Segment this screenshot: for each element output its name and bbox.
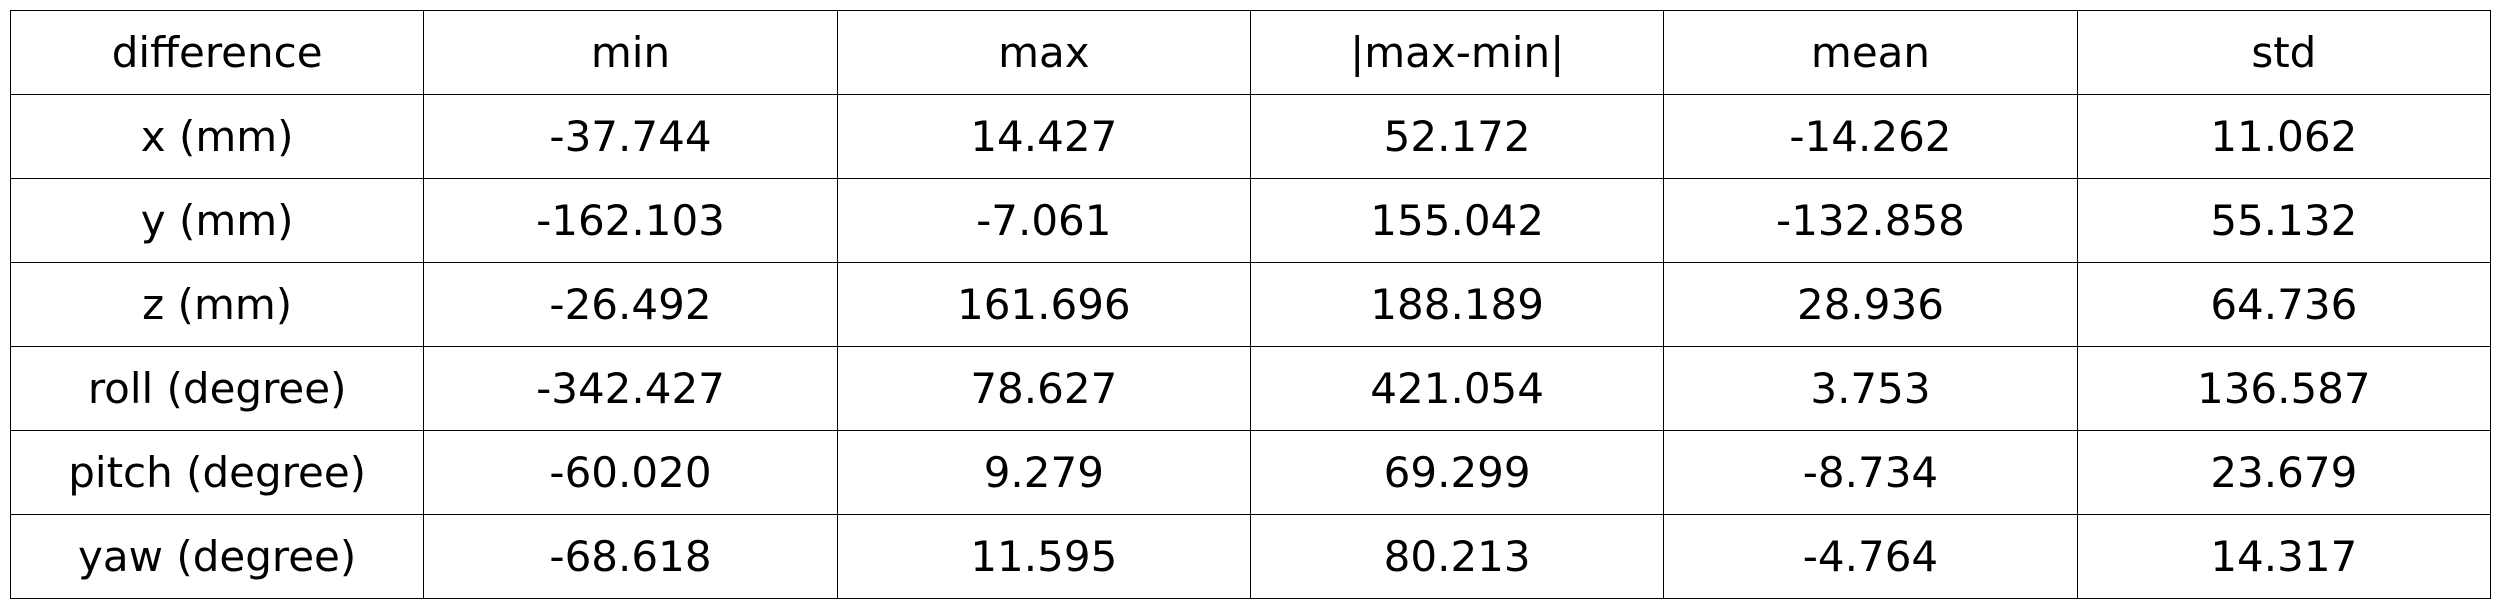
cell-max: 9.279 (836, 430, 1251, 515)
header-cell-min: min (423, 10, 838, 95)
cell-range: 188.189 (1249, 262, 1665, 347)
cell-min: -162.103 (423, 178, 838, 263)
header-row: difference min max |max-min| mean std (9, 10, 2492, 95)
cell-max: 161.696 (836, 262, 1251, 347)
cell-min: -60.020 (423, 430, 838, 515)
cell-range: 421.054 (1249, 346, 1665, 431)
cell-difference: roll (degree) (9, 346, 425, 431)
cell-range: 80.213 (1249, 514, 1665, 599)
table-header: difference min max |max-min| mean std (9, 10, 2492, 95)
table-row: yaw (degree) -68.618 11.595 80.213 -4.764 14.… (9, 514, 2492, 599)
cell-difference: yaw (degree) (9, 514, 425, 599)
cell-difference: x (mm) (9, 94, 425, 179)
cell-mean: -14.262 (1663, 94, 2078, 179)
cell-mean: 28.936 (1663, 262, 2078, 347)
cell-range: 69.299 (1249, 430, 1665, 515)
header-cell-std: std (2076, 10, 2492, 95)
table-row: x (mm) -37.744 14.427 52.172 -14.262 11.062 (9, 94, 2492, 179)
cell-std: 23.679 (2076, 430, 2492, 515)
header-cell-mean: mean (1663, 10, 2078, 95)
cell-range: 155.042 (1249, 178, 1665, 263)
table-row: roll (degree) -342.427 78.627 421.054 3.753 1… (9, 346, 2492, 431)
table-row: pitch (degree) -60.020 9.279 69.299 -8.734 23… (9, 430, 2492, 515)
cell-std: 11.062 (2076, 94, 2492, 179)
table-row: z (mm) -26.492 161.696 188.189 28.936 64.736 (9, 262, 2492, 347)
cell-min: -26.492 (423, 262, 838, 347)
header-cell-max: max (836, 10, 1251, 95)
cell-min: -342.427 (423, 346, 838, 431)
header-cell-range: |max-min| (1249, 10, 1665, 95)
cell-mean: -132.858 (1663, 178, 2078, 263)
cell-min: -68.618 (423, 514, 838, 599)
cell-mean: 3.753 (1663, 346, 2078, 431)
cell-mean: -8.734 (1663, 430, 2078, 515)
table-row: y (mm) -162.103 -7.061 155.042 -132.858 55.13… (9, 178, 2492, 263)
statistics-table: difference min max |max-min| mean std x … (9, 10, 2492, 599)
header-cell-difference: difference (9, 10, 425, 95)
cell-max: 78.627 (836, 346, 1251, 431)
cell-mean: -4.764 (1663, 514, 2078, 599)
cell-min: -37.744 (423, 94, 838, 179)
cell-range: 52.172 (1249, 94, 1665, 179)
cell-difference: z (mm) (9, 262, 425, 347)
cell-std: 136.587 (2076, 346, 2492, 431)
cell-std: 55.132 (2076, 178, 2492, 263)
cell-difference: pitch (degree) (9, 430, 425, 515)
cell-max: -7.061 (836, 178, 1251, 263)
table-body: x (mm) -37.744 14.427 52.172 -14.262 11.062 y … (9, 94, 2492, 599)
cell-std: 64.736 (2076, 262, 2492, 347)
cell-difference: y (mm) (9, 178, 425, 263)
cell-std: 14.317 (2076, 514, 2492, 599)
cell-max: 14.427 (836, 94, 1251, 179)
cell-max: 11.595 (836, 514, 1251, 599)
